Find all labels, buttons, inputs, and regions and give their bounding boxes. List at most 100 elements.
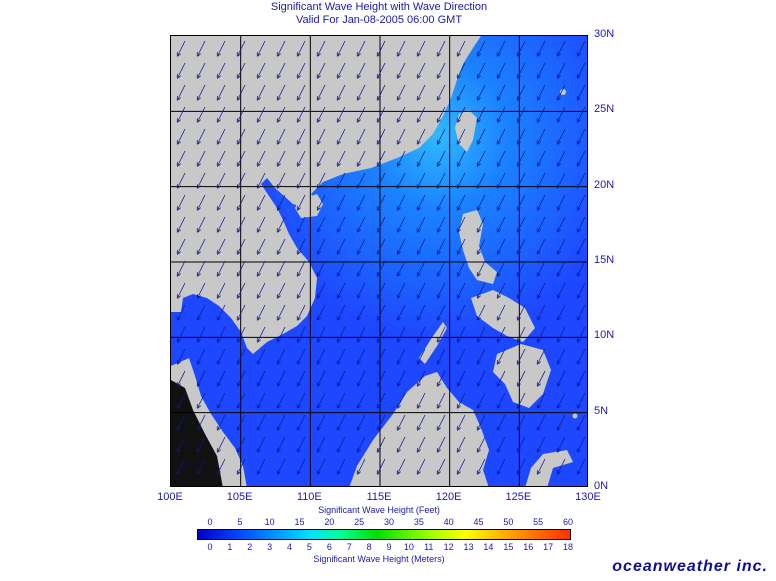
wave-direction-arrow (258, 216, 266, 231)
wave-direction-arrow (378, 84, 386, 99)
wave-direction-arrow (398, 150, 406, 165)
wave-direction-arrow (458, 260, 466, 275)
feet-tick: 10 (264, 517, 275, 527)
wave-direction-arrow (578, 414, 586, 429)
wave-direction-arrow (198, 260, 206, 275)
wave-direction-arrow (298, 128, 306, 143)
latitude-label: 25N (594, 103, 615, 116)
wave-direction-arrow (278, 62, 286, 77)
wave-direction-arrow (218, 128, 226, 143)
wave-direction-arrow (178, 414, 186, 429)
wave-direction-arrow (318, 216, 326, 231)
wave-direction-arrow (338, 128, 346, 143)
wave-direction-arrow (198, 326, 206, 341)
wave-direction-arrow (518, 348, 526, 363)
wave-direction-arrow (398, 370, 406, 385)
hainan-island (295, 194, 323, 218)
wave-direction-arrow (458, 216, 466, 231)
wave-direction-arrow (198, 348, 206, 363)
wave-direction-arrow (478, 194, 486, 209)
wave-direction-arrow (338, 194, 346, 209)
wave-direction-arrow (418, 458, 426, 473)
wave-direction-arrow (538, 150, 546, 165)
wave-direction-arrow (558, 282, 566, 297)
wave-direction-arrow (458, 194, 466, 209)
wave-direction-arrow (198, 128, 206, 143)
wave-direction-arrow (478, 392, 486, 407)
wave-direction-arrow (478, 128, 486, 143)
wave-direction-arrow (398, 348, 406, 363)
meter-tick: 15 (503, 542, 514, 552)
wave-direction-arrow (198, 414, 206, 429)
wave-direction-arrow (238, 150, 246, 165)
wave-direction-arrow (518, 304, 526, 319)
wave-direction-arrow (238, 260, 246, 275)
wave-direction-arrow (498, 348, 506, 363)
wave-direction-arrow (518, 326, 526, 341)
wave-direction-arrow (378, 238, 386, 253)
feet-tick: 30 (383, 517, 395, 527)
wave-direction-arrow (578, 172, 586, 187)
wave-direction-arrow (538, 348, 546, 363)
wave-direction-arrow (578, 150, 586, 165)
wave-direction-arrow (278, 370, 286, 385)
wave-direction-arrow (358, 106, 366, 121)
wave-direction-arrow (478, 238, 486, 253)
wave-direction-arrow (458, 106, 466, 121)
wave-direction-arrow (358, 392, 366, 407)
wave-direction-arrow (278, 150, 286, 165)
wave-direction-arrow (518, 414, 526, 429)
wave-direction-arrow (438, 392, 446, 407)
wave-direction-arrow (198, 194, 206, 209)
wave-direction-arrow (398, 172, 406, 187)
wave-direction-arrow (498, 128, 506, 143)
wave-direction-arrow (358, 172, 366, 187)
wave-direction-arrow (258, 62, 266, 77)
wave-direction-arrow (558, 128, 566, 143)
wave-direction-arrow (358, 370, 366, 385)
wave-direction-arrow (278, 414, 286, 429)
wave-direction-arrow (178, 238, 186, 253)
wave-direction-arrow (278, 282, 286, 297)
wave-direction-arrow (358, 40, 366, 55)
wave-direction-arrow (178, 40, 186, 55)
wave-direction-arrow (378, 326, 386, 341)
wave-direction-arrow (378, 458, 386, 473)
wave-direction-arrow (538, 172, 546, 187)
wave-direction-arrow (378, 150, 386, 165)
wave-direction-arrow (498, 216, 506, 231)
wave-direction-arrow (198, 370, 206, 385)
wave-direction-arrow (498, 40, 506, 55)
wave-direction-arrow (278, 84, 286, 99)
wave-direction-arrow (418, 326, 426, 341)
wave-direction-arrow (418, 414, 426, 429)
wave-direction-arrow (498, 392, 506, 407)
longitude-label: 105E (226, 491, 253, 503)
wave-direction-arrow (518, 62, 526, 77)
wave-direction-arrow (458, 326, 466, 341)
wave-direction-arrow (438, 414, 446, 429)
wave-direction-arrow (378, 216, 386, 231)
wave-direction-arrow (398, 392, 406, 407)
wave-direction-arrow (458, 304, 466, 319)
wave-direction-arrow (398, 260, 406, 275)
meter-tick: 4 (287, 542, 293, 552)
wave-direction-arrow (298, 40, 306, 55)
meter-tick: 17 (543, 542, 554, 552)
wave-direction-arrow (218, 238, 226, 253)
wave-direction-arrow (318, 40, 326, 55)
wave-direction-arrow (498, 238, 506, 253)
wave-direction-arrow (418, 106, 426, 121)
wave-direction-arrow (218, 370, 226, 385)
brand-logo: oceanweather inc. (612, 558, 768, 575)
wave-direction-arrow (558, 238, 566, 253)
wave-direction-arrow (518, 436, 526, 451)
wave-direction-arrow (398, 282, 406, 297)
wave-direction-arrow (238, 370, 246, 385)
wave-direction-arrow (398, 106, 406, 121)
wave-direction-arrow (578, 436, 586, 451)
wave-direction-arrow (438, 62, 446, 77)
feet-tick: 5 (237, 517, 243, 527)
wave-direction-arrow (298, 304, 306, 319)
wave-direction-arrow (358, 216, 366, 231)
